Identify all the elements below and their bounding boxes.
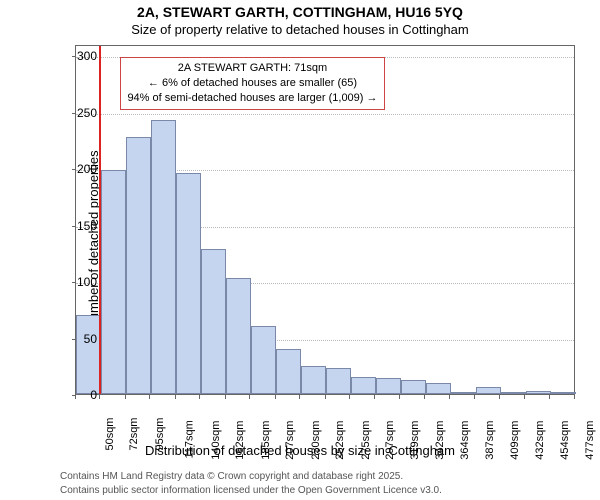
x-tick-mark (449, 395, 450, 399)
chart-title-line2: Size of property relative to detached ho… (0, 22, 600, 37)
x-tick-mark (75, 395, 76, 399)
x-tick-mark (99, 395, 100, 399)
histogram-bar (376, 378, 401, 394)
attribution-line1: Contains HM Land Registry data © Crown c… (60, 471, 403, 482)
histogram-bar (201, 249, 226, 394)
x-tick-mark (325, 395, 326, 399)
info-line3: 94% of semi-detached houses are larger (… (127, 91, 377, 106)
x-tick-mark (275, 395, 276, 399)
histogram-bar (101, 170, 126, 394)
histogram-bar (551, 392, 576, 394)
x-tick-mark (474, 395, 475, 399)
attribution-line2: Contains public sector information licen… (60, 485, 442, 496)
x-tick-mark (349, 395, 350, 399)
x-tick-mark (199, 395, 200, 399)
gridline (76, 114, 574, 115)
histogram-bar (226, 278, 251, 394)
y-tick-mark (72, 56, 75, 57)
x-axis-label: Distribution of detached houses by size … (0, 443, 600, 458)
histogram-bar (351, 377, 376, 394)
histogram-bar (176, 173, 201, 394)
histogram-bar (326, 368, 351, 394)
histogram-bar (526, 391, 551, 394)
x-tick-mark (524, 395, 525, 399)
x-tick-mark (399, 395, 400, 399)
x-tick-mark (175, 395, 176, 399)
histogram-bar (501, 392, 526, 394)
histogram-bar (401, 380, 426, 394)
histogram-bar (476, 387, 501, 394)
y-tick-mark (72, 282, 75, 283)
y-tick-mark (72, 169, 75, 170)
histogram-bar (126, 137, 151, 394)
x-tick-mark (299, 395, 300, 399)
y-tick-mark (72, 339, 75, 340)
x-tick-mark (549, 395, 550, 399)
x-tick-mark (499, 395, 500, 399)
histogram-bar (301, 366, 326, 394)
x-tick-mark (149, 395, 150, 399)
x-tick-mark (249, 395, 250, 399)
x-tick-mark (574, 395, 575, 399)
histogram-bar (151, 120, 176, 394)
info-line1: 2A STEWART GARTH: 71sqm (127, 61, 377, 76)
histogram-bar (76, 315, 101, 394)
x-tick-mark (225, 395, 226, 399)
chart-plot-area: 2A STEWART GARTH: 71sqm← 6% of detached … (75, 45, 575, 395)
info-line2: ← 6% of detached houses are smaller (65) (127, 76, 377, 91)
histogram-bar (251, 326, 276, 394)
x-tick-mark (424, 395, 425, 399)
histogram-bar (451, 392, 476, 394)
chart-title-line1: 2A, STEWART GARTH, COTTINGHAM, HU16 5YQ (0, 4, 600, 20)
y-tick-mark (72, 113, 75, 114)
x-tick-mark (374, 395, 375, 399)
x-tick-mark (125, 395, 126, 399)
highlight-marker (99, 46, 101, 394)
y-tick-mark (72, 226, 75, 227)
histogram-bar (426, 383, 451, 394)
info-callout: 2A STEWART GARTH: 71sqm← 6% of detached … (120, 57, 384, 110)
histogram-bar (276, 349, 301, 394)
